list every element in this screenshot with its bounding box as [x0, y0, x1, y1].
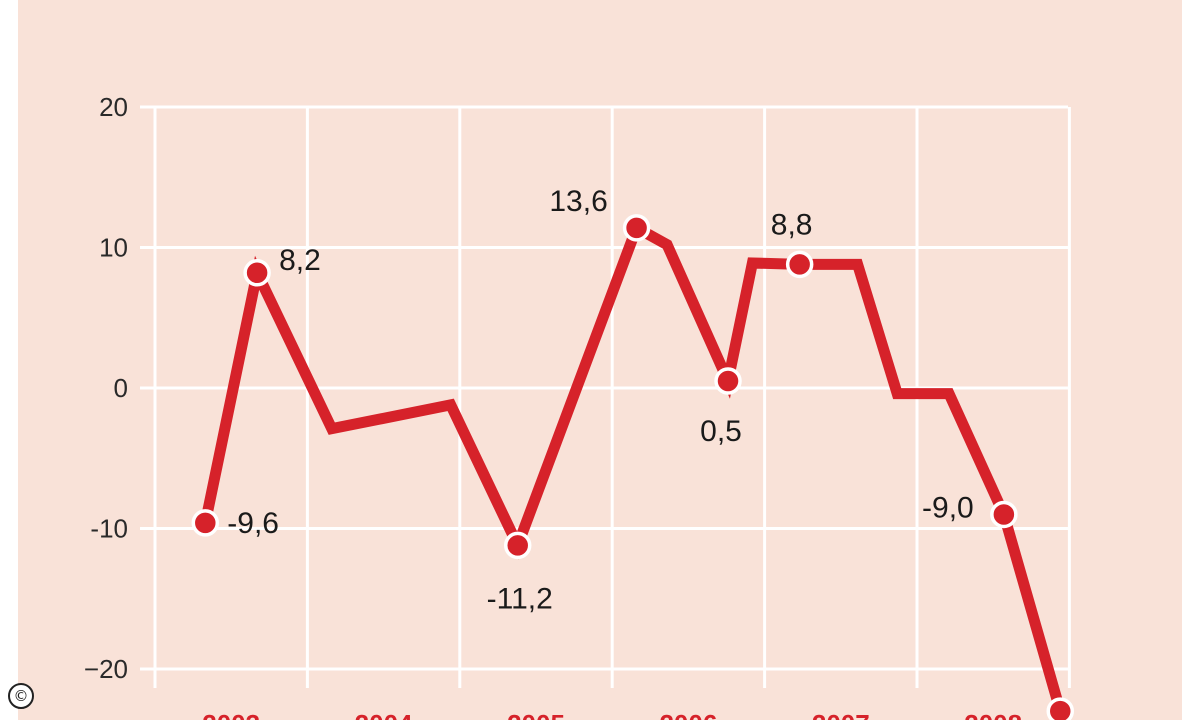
data-label: 8,8 — [771, 208, 813, 241]
x-tick-label: 2004 — [355, 709, 413, 720]
y-tick-label: 10 — [99, 233, 128, 263]
y-axis-ticks: 20 10 0 -10 −20 — [84, 92, 128, 684]
x-tick-label: 2005 — [507, 709, 565, 720]
data-point-marker — [503, 531, 532, 560]
data-label: -9,0 — [922, 491, 974, 524]
data-labels: -9,6 8,2 -11,2 13,6 0,5 8,8 -9,0 — [227, 185, 973, 616]
y-tick-label: -10 — [90, 514, 128, 544]
data-label: 13,6 — [549, 185, 607, 218]
data-point-marker — [1046, 697, 1075, 720]
data-label: -9,6 — [227, 507, 279, 540]
copyright-icon: © — [8, 683, 34, 709]
data-point-marker — [622, 214, 651, 242]
data-label: 0,5 — [700, 415, 742, 448]
x-axis-year-labels: 2003 2004 2005 2006 2007 2008 — [202, 709, 1022, 720]
data-point-marker — [191, 509, 220, 537]
y-tick-label: 0 — [114, 373, 128, 403]
chart-background — [18, 0, 1182, 720]
y-tick-label: −20 — [84, 654, 128, 684]
data-point-marker — [785, 250, 814, 279]
x-tick-label: 2003 — [202, 709, 260, 720]
data-point-marker — [990, 500, 1018, 529]
data-label: -11,2 — [487, 582, 553, 615]
y-tick-label: 20 — [99, 92, 128, 122]
x-tick-label: 2007 — [812, 709, 870, 720]
series-group — [191, 214, 1075, 720]
x-tick-label: 2006 — [659, 709, 717, 720]
data-point-marker — [243, 259, 271, 287]
data-label: 8,2 — [279, 244, 321, 277]
data-point-marker — [714, 367, 742, 395]
x-tick-label: 2008 — [964, 709, 1022, 720]
series-line — [199, 219, 1066, 713]
